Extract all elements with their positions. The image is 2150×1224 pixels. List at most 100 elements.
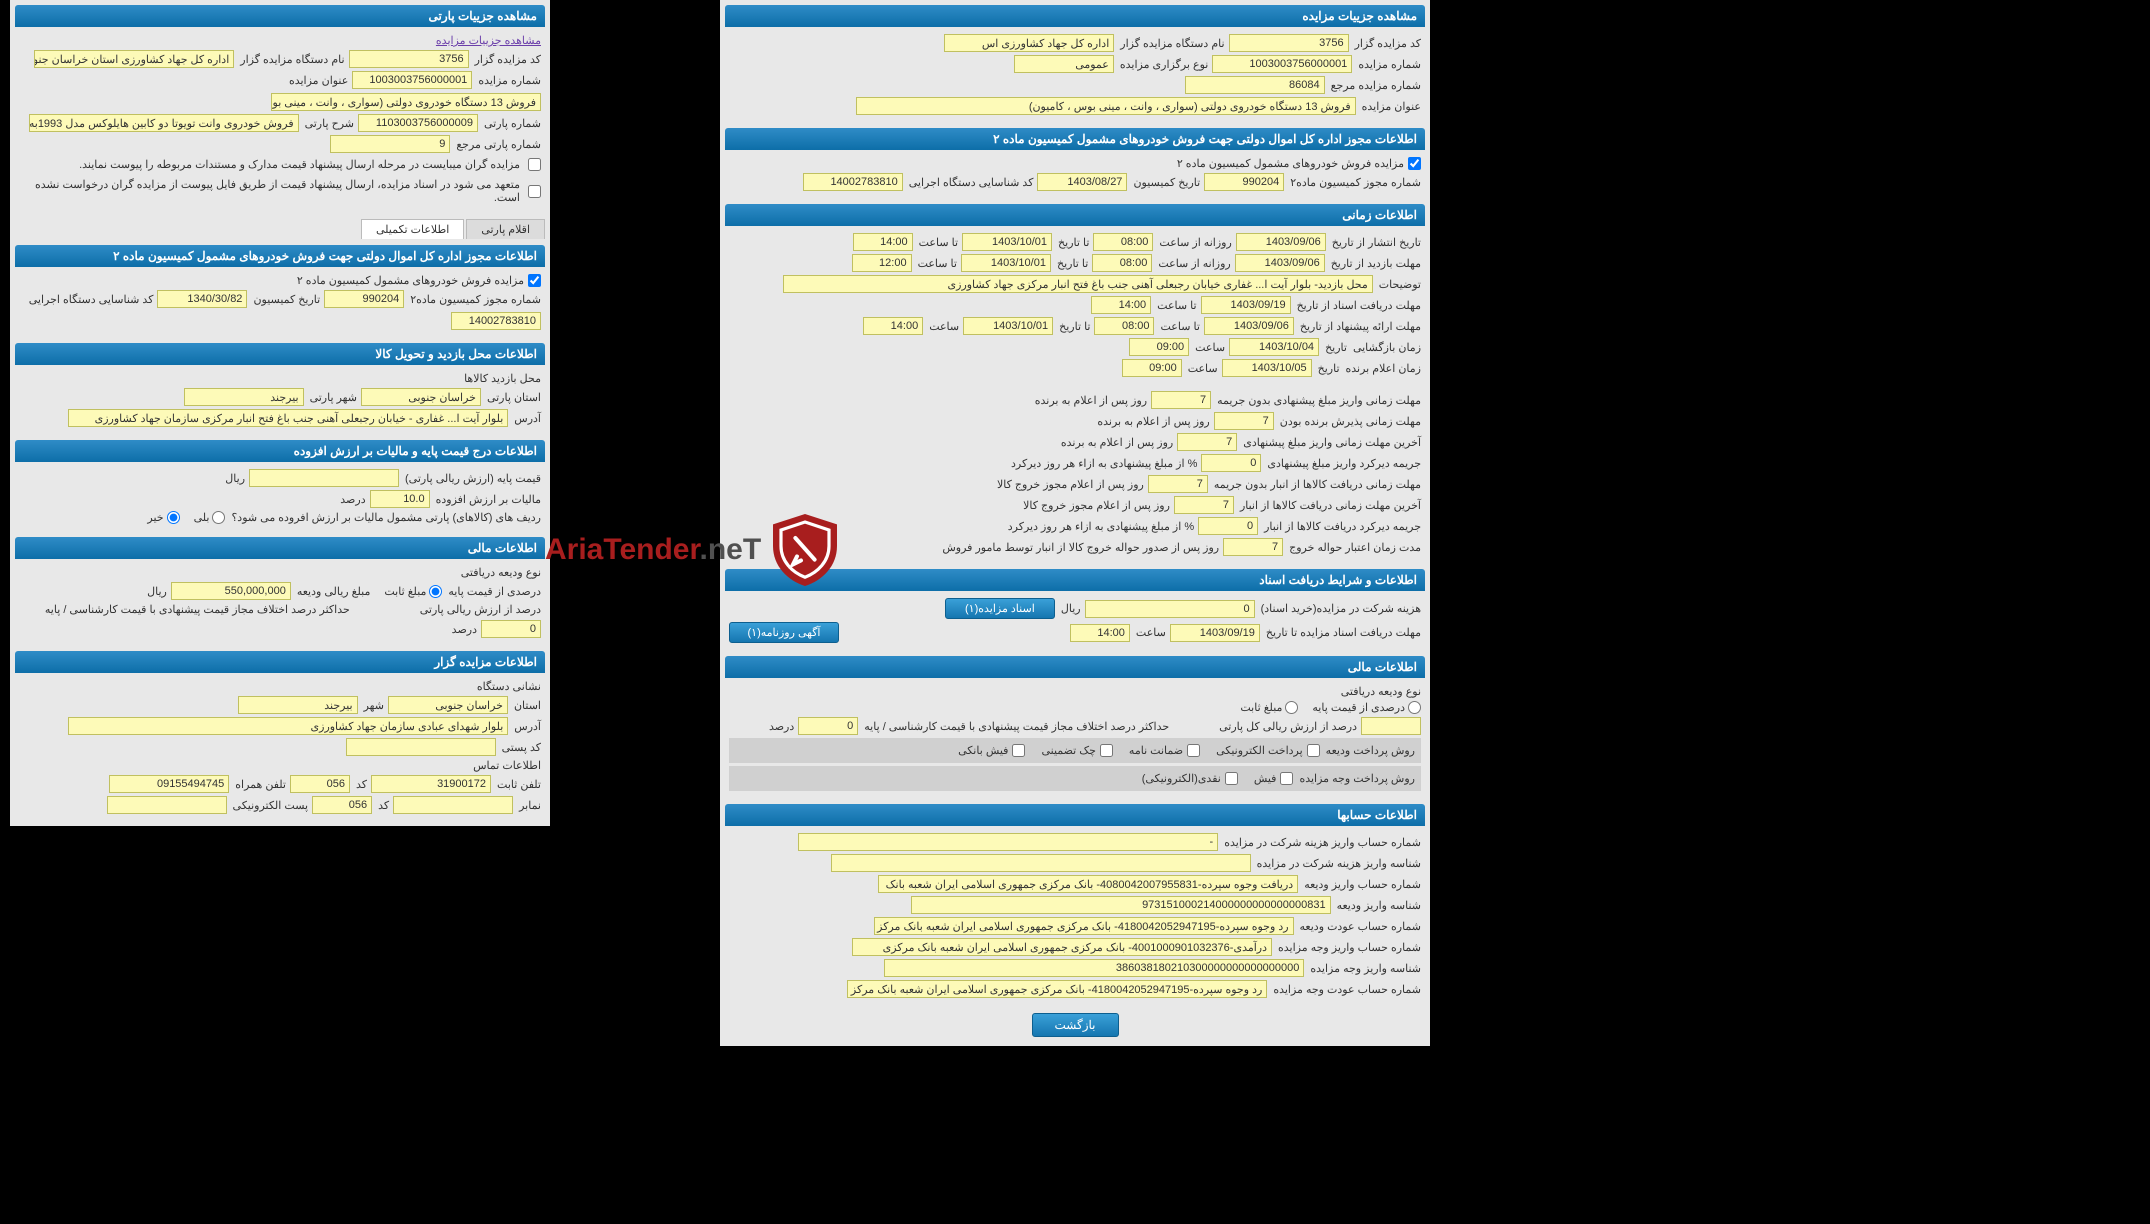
accounts-body: شماره حساب واریز هزینه شرکت در مزایده- ش… [725,826,1425,1005]
party-details-body: مشاهده جزییات مزایده کد مزایده گزار 3756… [15,27,545,213]
l-auction-no-field: 1003003756000001 [352,71,472,89]
note2-checkbox[interactable]: متعهد می شود در اسناد مزایده، ارسال پیشن… [31,176,541,206]
deposit-type-label: نوع ودیعه دریافتی [1339,685,1421,698]
section-accounts: اطلاعات حسابها [725,804,1425,826]
acc7-label: شناسه واریز وجه مزایده [1308,962,1421,975]
doc-cond-body: هزینه شرکت در مزایده(خرید اسناد) 0 ریال … [725,591,1425,650]
commission-checkbox[interactable]: مزایده فروش خودروهای مشمول کمیسیون ماده … [1177,157,1421,170]
d2-unit: روز پس از اعلام به برنده [1095,415,1209,428]
note1-checkbox[interactable]: مزایده گران میبایست در مرحله ارسال پیشنه… [75,156,541,173]
visit-from-field: 1403/09/06 [1235,254,1325,272]
l-code-field: 3756 [349,50,469,68]
visit-totime-field: 12:00 [852,254,912,272]
auction-title-field: فروش 13 دستگاه خودروی دولتی (سواری ، وان… [856,97,1356,115]
l-city-field: بیرجند [184,388,304,406]
l-party-ref-label: شماره پارتی مرجع [454,138,541,151]
auction-no-field: 1003003756000001 [1212,55,1352,73]
l-base-price-label: قیمت پایه (ارزش ریالی پارتی) [403,472,541,485]
l-seller-body: نشانی دستگاه استان خراسان جنوبی شهر بیرج… [15,673,545,821]
ep-checkbox[interactable]: پرداخت الکترونیکی [1216,744,1320,757]
l-fixed-amount-radio[interactable]: مبلغ ثابت [384,585,442,598]
l-code-label: کد مزایده گزار [473,53,541,66]
l-commission-checkbox[interactable]: مزایده فروش خودروهای مشمول کمیسیون ماده … [297,274,541,287]
proposal-to-field: 1403/10/01 [963,317,1053,335]
l-visit-place-label: محل بازدید کالاها [462,372,541,385]
acc5-label: شماره حساب عودت ودیعه [1298,920,1421,933]
com-perm-no-label: شماره مجوز کمیسیون ماده۲ [1288,176,1421,189]
winner-date-label: تاریخ [1316,362,1340,375]
l-province-label: استان پارتی [485,391,541,404]
l-visit-body: محل بازدید کالاها استان پارتی خراسان جنو… [15,365,545,434]
acc3-label: شماره حساب واریز ودیعه [1302,878,1421,891]
l-fax-code-field: 056 [312,796,372,814]
l-code-field2: 056 [290,775,350,793]
l-max-diff-label: حداکثر درصد اختلاف مجاز قیمت پیشنهادی با… [43,603,350,616]
bank-fish-checkbox[interactable]: فیش بانکی [958,744,1025,757]
guarantee-checkbox[interactable]: ضمانت نامه [1129,744,1200,757]
tab-party-items[interactable]: اقلام پارتی [466,219,545,239]
l-postal-field [346,738,496,756]
view-auction-link[interactable]: مشاهده جزییات مزایده [436,34,541,47]
l-base-price-field [249,469,399,487]
l-no-radio[interactable]: خیر [147,511,179,524]
auction-no-label: شماره مزایده [1356,58,1421,71]
cheque-checkbox[interactable]: چک تضمینی [1041,744,1112,757]
com-perm-no-field: 990204 [1204,173,1284,191]
section-time: اطلاعات زمانی [725,204,1425,226]
l-com-perm-no-field: 990204 [324,290,404,308]
proposal-totime-field: 08:00 [1094,317,1154,335]
max-diff-label: حداکثر درصد اختلاف مجاز قیمت پیشنهادی با… [862,720,1169,733]
l-org-label: نام دستگاه مزایده گزار [238,53,344,66]
auction-title-label: عنوان مزایده [1360,100,1421,113]
l-vat-field: 10.0 [370,490,430,508]
time-body: تاریخ انتشار از تاریخ 1403/09/06 روزانه … [725,226,1425,384]
l-section-visit: اطلاعات محل بازدید و تحویل کالا [15,343,545,365]
deposit-method-label: روش پرداخت ودیعه [1324,744,1415,757]
d1-field: 7 [1151,391,1211,409]
fish-checkbox[interactable]: فیش [1254,772,1294,785]
section-commission: اطلاعات مجوز اداره کل اموال دولتی جهت فر… [725,128,1425,150]
l-financial-body: نوع ودیعه دریافتی درصدی از قیمت پایه مبل… [15,559,545,645]
doc-recv-totime-field: 14:00 [1091,296,1151,314]
l-commission-body: مزایده فروش خودروهای مشمول کمیسیون ماده … [15,267,545,337]
fixed-amount-radio[interactable]: مبلغ ثابت [1240,701,1298,714]
l-section-seller: اطلاعات مزایده گزار [15,651,545,673]
l-email-label: پست الکترونیکی [231,799,309,812]
l-party-desc-field: فروش خودروی وانت تویوتا دو کابین هایلوکس… [29,114,299,132]
l-rial-deposit-field: 550,000,000 [171,582,291,600]
l-fax-label: نمابر [517,799,541,812]
l-max-diff-field: 0 [481,620,541,638]
d5-unit: روز پس از اعلام مجوز خروج کالا [995,478,1144,491]
l-province-field: خراسان جنوبی [361,388,481,406]
acc6-label: شماره حساب واریز وجه مزایده [1276,941,1421,954]
acc6-field: درآمدی-4001000901032376- بانک مرکزی جمهو… [852,938,1272,956]
l-party-ref-field: 9 [330,135,450,153]
l-vat-question: ردیف های (کالاهای) پارتی مشمول مالیات بر… [229,511,541,524]
cash-checkbox[interactable]: نقدی(الکترونیکی) [1142,772,1238,785]
l-party-desc-label: شرح پارتی [303,117,354,130]
d1-unit: روز پس از اعلام به برنده [1033,394,1147,407]
acc2-field [831,854,1251,872]
l-yes-radio[interactable]: بلی [194,511,226,524]
acc3-field: دریافت وجوه سپرده-4080042007955831- بانک… [878,875,1298,893]
proposal-to-label: تا تاریخ [1057,320,1090,333]
back-button[interactable]: بازگشت [1032,1013,1119,1037]
auction-docs-button[interactable]: اسناد مزایده(۱) [945,598,1055,619]
deadlines-body: مهلت زمانی واریز مبلغ پیشنهادی بدون جریم… [725,384,1425,563]
d6-unit: روز پس از اعلام مجوز خروج کالا [1021,499,1170,512]
l-section-price: اطلاعات درج قیمت پایه و مالیات بر ارزش ا… [15,440,545,462]
acc2-label: شناسه واریز هزینه شرکت در مزایده [1255,857,1421,870]
visit-to-field: 1403/10/01 [961,254,1051,272]
section-auction-details: مشاهده جزییات مزایده [725,5,1425,27]
tab-extra-info[interactable]: اطلاعات تکمیلی [361,219,464,239]
base-percent-radio[interactable]: درصدی از قیمت پایه [1312,701,1421,714]
open-date-field: 1403/10/04 [1229,338,1319,356]
l-postal-label: کد پستی [500,741,541,754]
doc-deadline-time-label: ساعت [1134,626,1166,639]
l-rial-label: ریال [223,472,245,485]
l-com-perm-no-label: شماره مجوز کمیسیون ماده۲ [408,293,541,306]
auction-code-field: 3756 [1229,34,1349,52]
newspaper-ad-button[interactable]: آگهی روزنامه(۱) [729,622,839,643]
doc-recv-totime-label: تا ساعت [1155,299,1196,312]
right-panel: مشاهده جزییات مزایده کد مزایده گزار 3756… [720,0,1430,1046]
